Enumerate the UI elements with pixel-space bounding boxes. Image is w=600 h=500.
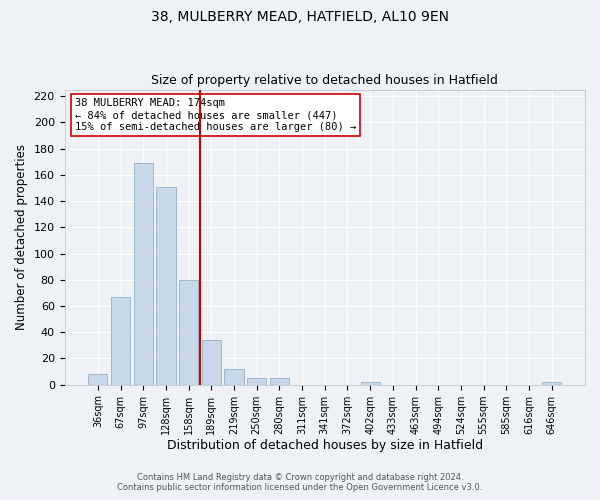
Bar <box>179 280 198 384</box>
Bar <box>270 378 289 384</box>
Bar <box>202 340 221 384</box>
Bar <box>224 369 244 384</box>
Text: 38, MULBERRY MEAD, HATFIELD, AL10 9EN: 38, MULBERRY MEAD, HATFIELD, AL10 9EN <box>151 10 449 24</box>
X-axis label: Distribution of detached houses by size in Hatfield: Distribution of detached houses by size … <box>167 440 483 452</box>
Bar <box>542 382 562 384</box>
Text: Contains HM Land Registry data © Crown copyright and database right 2024.
Contai: Contains HM Land Registry data © Crown c… <box>118 473 482 492</box>
Title: Size of property relative to detached houses in Hatfield: Size of property relative to detached ho… <box>151 74 498 87</box>
Bar <box>88 374 107 384</box>
Bar <box>156 186 176 384</box>
Text: 38 MULBERRY MEAD: 174sqm
← 84% of detached houses are smaller (447)
15% of semi-: 38 MULBERRY MEAD: 174sqm ← 84% of detach… <box>75 98 356 132</box>
Bar <box>134 163 153 384</box>
Bar <box>247 378 266 384</box>
Bar <box>361 382 380 384</box>
Bar <box>111 297 130 384</box>
Y-axis label: Number of detached properties: Number of detached properties <box>15 144 28 330</box>
